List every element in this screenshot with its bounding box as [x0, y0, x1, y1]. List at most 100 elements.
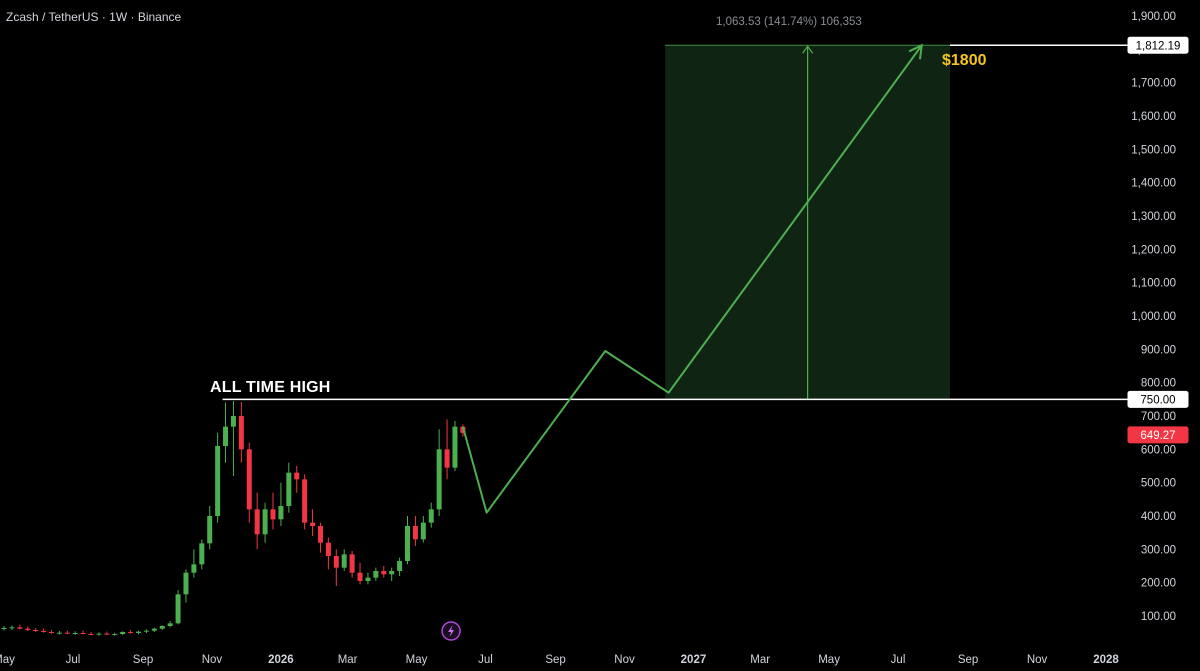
candle-body: [436, 449, 442, 510]
x-tick-label: May: [406, 654, 428, 666]
target-label: $1800: [942, 52, 987, 69]
target-price-tag: 1,812.19: [1136, 40, 1181, 52]
candle-body: [278, 506, 284, 520]
projection-path: [461, 44, 923, 514]
x-tick-label: May: [818, 654, 840, 666]
candle-body: [428, 509, 434, 523]
candle-body: [191, 564, 197, 573]
y-tick-label: 1,200.00: [1131, 244, 1176, 256]
candle-body: [286, 472, 292, 506]
candle-body: [128, 632, 134, 633]
x-tick-label: Nov: [202, 654, 223, 666]
x-tick-label: Nov: [614, 654, 635, 666]
y-tick-label: 900.00: [1141, 344, 1176, 356]
candle-body: [412, 526, 418, 540]
candle-body: [1, 628, 7, 629]
candle-body: [199, 543, 205, 565]
x-tick-label: Mar: [338, 654, 358, 666]
candle-body: [88, 634, 94, 635]
x-tick-label: Sep: [545, 654, 565, 666]
current-price-tag-bg: [1127, 426, 1189, 444]
candle-body: [452, 426, 458, 468]
y-tick-label: 800.00: [1141, 378, 1176, 390]
candle-body: [397, 561, 403, 571]
x-tick-label: 2026: [268, 654, 294, 666]
x-tick-label: Jul: [66, 654, 81, 666]
candle-body: [223, 426, 229, 446]
measure-label: 1,063.53 (141.74%) 106,353: [716, 16, 862, 28]
candle-body: [420, 522, 426, 540]
candle-body: [381, 571, 387, 575]
candle-body: [405, 526, 411, 561]
candle-body: [151, 628, 157, 631]
candle-body: [207, 516, 213, 544]
candle-body: [230, 416, 236, 427]
candle-body: [325, 542, 331, 556]
candle-body: [41, 631, 47, 632]
candle-body: [254, 509, 260, 535]
candle-body: [349, 554, 355, 573]
candle-body: [238, 416, 244, 450]
y-tick-label: 1,400.00: [1131, 178, 1176, 190]
candle-body: [80, 633, 86, 634]
candle-body: [215, 446, 221, 516]
y-tick-label: 1,500.00: [1131, 144, 1176, 156]
ath-price-tag: 750.00: [1140, 394, 1175, 406]
candle-body: [143, 630, 149, 632]
candle-body: [310, 522, 316, 526]
x-tick-label: May: [0, 654, 15, 666]
candle-body: [341, 554, 347, 568]
candle-body: [64, 632, 70, 634]
y-tick-label: 1,300.00: [1131, 211, 1176, 223]
y-tick-label: 700.00: [1141, 411, 1176, 423]
candle-body: [25, 628, 31, 630]
candle-body: [357, 572, 363, 581]
candle-body: [365, 577, 371, 581]
candle-body: [373, 571, 379, 578]
y-tick-label: 1,000.00: [1131, 311, 1176, 323]
y-tick-label: 1,600.00: [1131, 111, 1176, 123]
candle-body: [9, 627, 15, 629]
x-tick-label: 2028: [1093, 654, 1119, 666]
candle-body: [270, 509, 276, 520]
measure-arrow-head: [802, 45, 814, 54]
ath-price-tag-bg: [1127, 390, 1189, 408]
candle-body: [389, 571, 395, 575]
candle-body: [33, 630, 39, 631]
y-tick-label: 400.00: [1141, 511, 1176, 523]
x-tick-label: Sep: [958, 654, 978, 666]
candle-body: [48, 632, 54, 633]
candle-body: [72, 633, 78, 634]
y-tick-label: 100.00: [1141, 611, 1176, 623]
x-tick-label: 2027: [681, 654, 707, 666]
y-tick-label: 300.00: [1141, 544, 1176, 556]
ath-label: ALL TIME HIGH: [210, 379, 331, 396]
x-tick-label: Nov: [1027, 654, 1048, 666]
candle-body: [112, 634, 118, 635]
lightning-icon-glyph: [448, 625, 455, 637]
y-tick-label: 1,100.00: [1131, 278, 1176, 290]
candle-body: [333, 556, 339, 568]
x-tick-label: Sep: [133, 654, 153, 666]
x-tick-label: Jul: [891, 654, 906, 666]
y-tick-label: 1,700.00: [1131, 78, 1176, 90]
x-tick-label: Mar: [750, 654, 770, 666]
chart-title: Zcash / TetherUS · 1W · Binance: [6, 10, 182, 24]
y-tick-label: 1,900.00: [1131, 11, 1176, 23]
candle-body: [262, 509, 268, 535]
candle-body: [56, 632, 62, 634]
candle-body: [167, 623, 173, 626]
candle-body: [104, 633, 110, 635]
candle-body: [175, 594, 181, 624]
candle-body: [444, 449, 450, 468]
projection-arrow-head: [908, 43, 923, 60]
target-price-tag-bg: [1127, 36, 1189, 54]
candle-body: [317, 526, 323, 543]
candle-body: [294, 472, 300, 480]
candle-body: [183, 572, 189, 595]
candle-body: [17, 627, 23, 629]
candle-body: [246, 449, 252, 510]
candle-body: [120, 632, 126, 634]
candle-body: [302, 479, 308, 523]
